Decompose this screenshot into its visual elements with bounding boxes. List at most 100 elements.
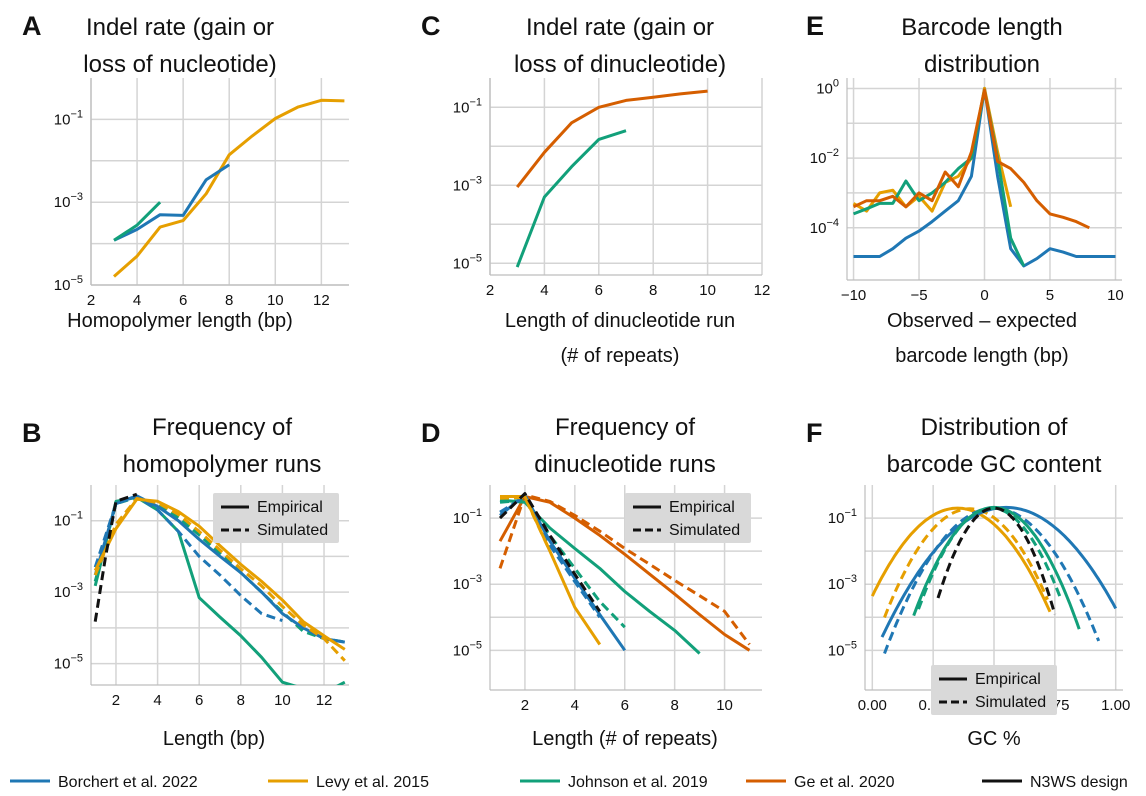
panel-letter: D (421, 418, 441, 448)
y-tick-label: 10−4 (810, 217, 839, 237)
y-tick-label: 10−3 (54, 191, 83, 211)
x-tick-label: 1.00 (1101, 697, 1130, 714)
panel-letter: C (421, 11, 441, 41)
legend-label: Johnson et al. 2019 (568, 774, 708, 791)
series-line (515, 129, 627, 268)
panel-title: barcode GC content (887, 451, 1102, 478)
x-tick-label: 10 (699, 282, 716, 299)
x-axis-label: Observed – expected (887, 310, 1077, 332)
series-line (936, 506, 1057, 615)
y-tick-label: 100 (816, 77, 839, 97)
y-tick-label: 10−3 (453, 573, 482, 593)
x-tick-label: 4 (540, 282, 548, 299)
y-tick-label: 10−5 (453, 639, 482, 659)
x-tick-label: 6 (179, 292, 187, 309)
grid (865, 485, 1123, 690)
series-line (93, 494, 283, 623)
x-tick-label: 2 (87, 292, 95, 309)
x-tick-label: 8 (670, 697, 678, 714)
x-axis-label: Homopolymer length (bp) (67, 310, 293, 332)
legend-empirical: Empirical (975, 671, 1041, 688)
panel-letter: A (22, 11, 42, 41)
style-legend: Empirical Simulated (213, 493, 339, 543)
legend-empirical: Empirical (257, 499, 323, 516)
series-line (113, 163, 231, 242)
series-line (852, 86, 1013, 213)
x-tick-label: 10 (716, 697, 733, 714)
x-axis-label: GC % (967, 728, 1021, 750)
legend-label: Levy et al. 2015 (316, 774, 429, 791)
panel-title: Indel rate (gain or (86, 14, 274, 41)
x-axis-label: Length of dinucleotide run (505, 310, 735, 332)
series-line (883, 507, 1049, 618)
panel-letter: F (806, 418, 823, 448)
series-line (852, 88, 1090, 230)
panel-title: loss of dinucleotide) (514, 51, 726, 78)
x-tick-label: 8 (649, 282, 657, 299)
panel-title: Frequency of (555, 414, 695, 441)
y-tick-label: 10−5 (453, 252, 482, 272)
y-tick-label: 10−1 (54, 108, 83, 128)
panel-title: dinucleotide runs (534, 451, 715, 478)
grid (90, 78, 349, 286)
x-tick-label: 2 (112, 692, 120, 709)
series-group (515, 89, 708, 268)
series-line (499, 496, 552, 552)
x-tick-label: 4 (133, 292, 141, 309)
y-tick-label: 10−3 (54, 581, 83, 601)
panel-letter: B (22, 418, 42, 448)
y-tick-label: 10−5 (828, 639, 857, 659)
y-tick-label: 10−3 (453, 174, 482, 194)
x-tick-label: 6 (621, 697, 629, 714)
x-tick-label: 12 (313, 292, 330, 309)
legend-simulated: Simulated (669, 522, 740, 539)
legend-simulated: Simulated (257, 522, 328, 539)
series-group (852, 86, 1116, 268)
x-tick-label: 10 (267, 292, 284, 309)
series-line (499, 495, 602, 619)
panel-title: Distribution of (921, 414, 1068, 441)
x-tick-label: 6 (195, 692, 203, 709)
series-line (498, 495, 751, 652)
series-line (93, 497, 346, 662)
series-group (870, 505, 1118, 655)
x-tick-label: 12 (754, 282, 771, 299)
style-legend: Empirical Simulated (931, 665, 1057, 715)
x-tick-label: 0.00 (858, 697, 887, 714)
y-tick-label: 10−5 (54, 274, 83, 294)
legend-label: Borchert et al. 2022 (58, 774, 198, 791)
y-tick-label: 10−1 (453, 96, 482, 116)
panel-title: Indel rate (gain or (526, 14, 714, 41)
grid (847, 78, 1122, 280)
x-tick-label: 8 (225, 292, 233, 309)
series-group (498, 492, 751, 655)
legend-label: N3WS design (1030, 774, 1128, 791)
series-line (498, 492, 602, 613)
x-tick-label: 6 (595, 282, 603, 299)
x-tick-label: 0 (980, 287, 988, 304)
series-line (516, 89, 708, 189)
x-tick-label: −10 (841, 287, 866, 304)
panel-title: homopolymer runs (123, 451, 322, 478)
x-axis-label: Length (bp) (163, 728, 265, 750)
panel-c: C Indel rate (gain or loss of dinucleotide… (421, 11, 770, 367)
x-tick-label: 4 (571, 697, 579, 714)
series-group (93, 492, 346, 685)
legend-empirical: Empirical (669, 499, 735, 516)
series-group (113, 98, 345, 278)
style-legend: Empirical Simulated (625, 493, 751, 543)
x-tick-label: 2 (486, 282, 494, 299)
y-tick-label: 10−5 (54, 653, 83, 673)
legend-simulated: Simulated (975, 694, 1046, 711)
x-tick-label: 8 (237, 692, 245, 709)
x-tick-label: 2 (521, 697, 529, 714)
x-tick-label: 10 (274, 692, 291, 709)
y-tick-label: 10−1 (453, 507, 482, 527)
x-tick-label: 10 (1107, 287, 1124, 304)
x-axis-label: Length (# of repeats) (532, 728, 718, 750)
y-tick-label: 10−1 (828, 507, 857, 527)
panel-title: Barcode length (901, 14, 1062, 41)
y-tick-label: 10−1 (54, 510, 83, 530)
x-tick-label: 5 (1046, 287, 1054, 304)
